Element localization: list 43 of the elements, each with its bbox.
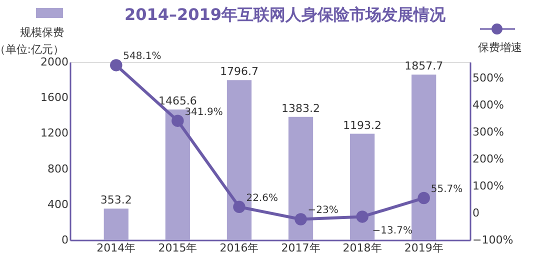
- data-label: 341.9%: [184, 106, 223, 118]
- y2-tick-label: 300%: [472, 126, 504, 139]
- legend-label: 规模保费: [20, 26, 64, 39]
- bar: [350, 134, 375, 240]
- x-tick-label: 2019年: [404, 242, 444, 254]
- data-label: 1193.2: [343, 118, 382, 132]
- bar: [104, 208, 128, 240]
- data-label: 1465.6: [158, 94, 197, 108]
- y-tick-label: 1200: [40, 126, 68, 140]
- y-tick-label: 400: [48, 198, 68, 211]
- y2-tick-label: 0: [472, 206, 480, 220]
- y2-tick-label: −100%: [472, 234, 514, 246]
- point: [294, 213, 307, 226]
- data-label: 55.7%: [430, 184, 463, 196]
- data-label: 1796.7: [220, 65, 258, 78]
- data-label: 1383.2: [282, 102, 320, 115]
- chart-title: 2014–2019年互联网人身保险市场发展情况: [124, 5, 447, 24]
- y-axis-title: （单位:亿元）: [0, 43, 64, 56]
- data-label: −23%: [308, 205, 338, 216]
- point: [233, 200, 246, 214]
- y-tick-label: 2000: [40, 56, 68, 68]
- data-label: 548.1%: [123, 51, 162, 62]
- y-tick-label: 800: [48, 162, 68, 176]
- data-label: −13.7%: [372, 226, 412, 237]
- y2-tick-label: 200%: [472, 152, 504, 166]
- point: [418, 192, 430, 204]
- y-tick-label: 0: [62, 234, 68, 246]
- x-tick-label: 2014年: [96, 242, 136, 254]
- x-tick-label: 2016年: [220, 242, 259, 254]
- y-tick-label: 1600: [40, 91, 68, 104]
- point: [110, 59, 122, 72]
- point: [356, 210, 368, 223]
- y2-tick-label: 400%: [472, 98, 504, 112]
- data-label: 22.6%: [246, 192, 278, 204]
- data-label: 353.2: [100, 194, 132, 207]
- legend-label: 保费增速: [478, 41, 522, 54]
- point: [172, 114, 184, 127]
- data-label: 1857.7: [404, 60, 444, 73]
- x-tick-label: 2017年: [281, 242, 320, 254]
- y2-tick-label: 100%: [472, 180, 504, 193]
- y2-tick-label: 500%: [472, 72, 504, 85]
- x-tick-label: 2018年: [342, 242, 382, 254]
- x-tick-label: 2015年: [158, 242, 198, 254]
